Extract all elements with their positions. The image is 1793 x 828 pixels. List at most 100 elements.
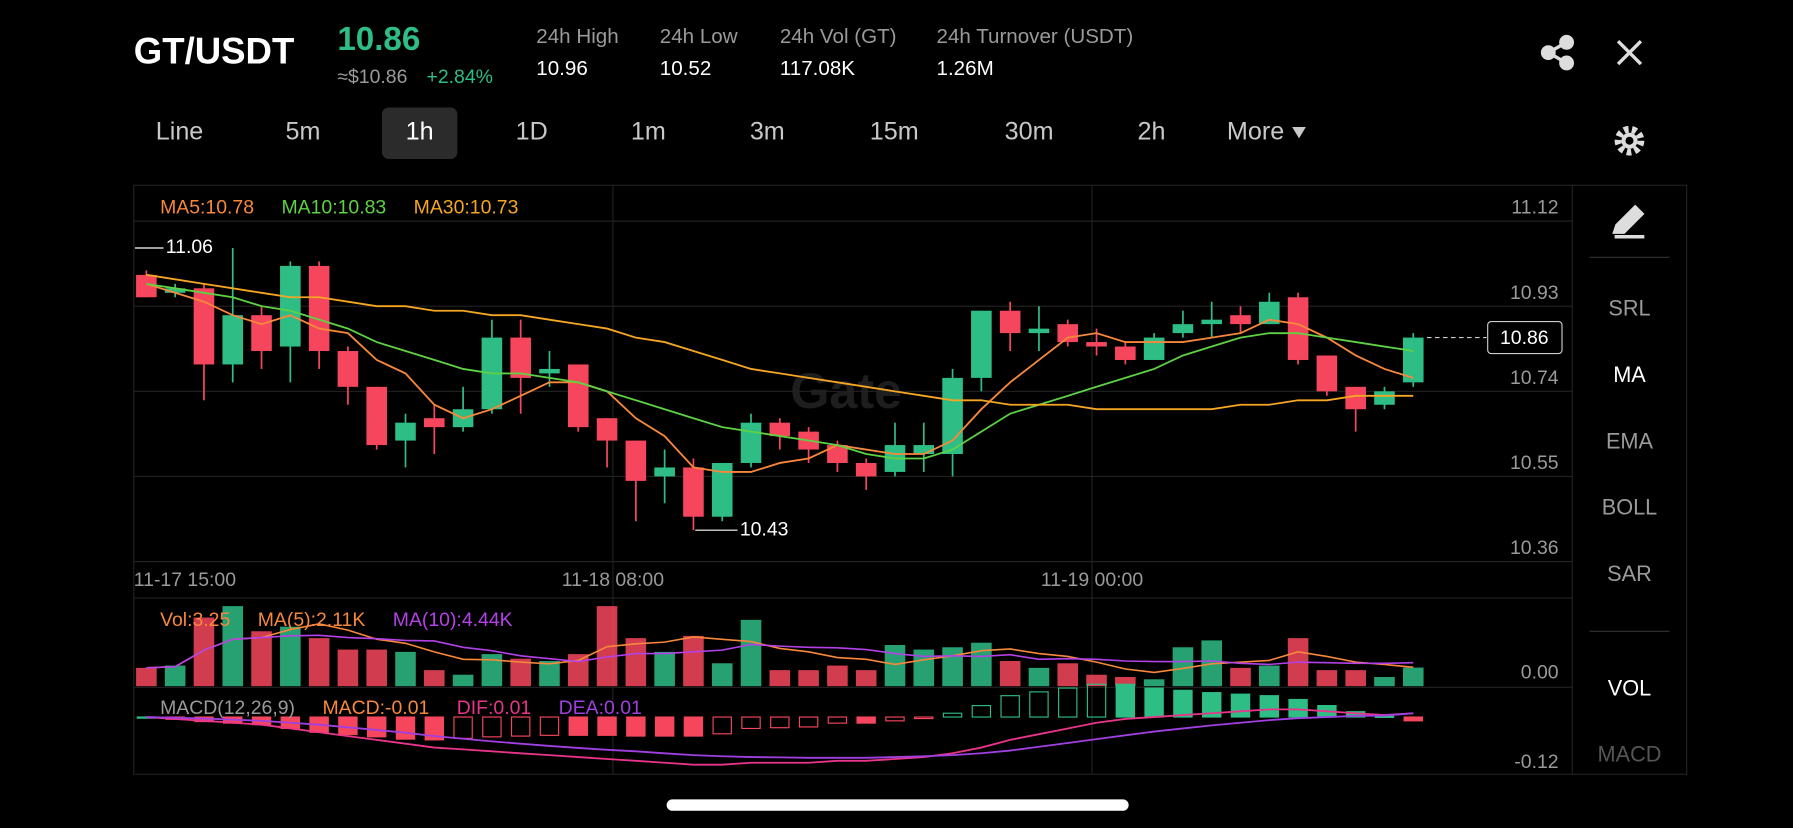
close-icon[interactable] [1616,40,1643,66]
macd-bar [510,716,531,737]
candle-body [280,265,301,347]
volume-bar [164,665,186,687]
macd-bar [1115,683,1136,718]
candle-body [683,467,704,517]
tab[interactable]: 15m [870,117,919,145]
macd-bar [914,716,934,720]
candle-body [164,288,186,293]
candle-body [424,418,445,428]
tab[interactable]: 3m [750,117,785,145]
change: +2.84% [427,66,493,88]
volume-bar [1374,677,1395,687]
last-price-label: 10.86 [1500,327,1549,349]
macd-bar [712,716,732,735]
legend-entry: DIF:0.01 [457,697,531,719]
macd-bar [626,716,646,737]
volume-bar [1259,665,1280,687]
candle-body [308,265,330,352]
stat-label: 24h Low [660,25,738,48]
share-icon[interactable] [1540,34,1575,71]
candle-body [136,274,157,298]
y-tick-label: 11.12 [1511,197,1558,219]
macd-bar [1403,716,1423,722]
tab[interactable]: 5m [286,117,321,145]
macd-bar [1086,683,1107,718]
volume-bar [510,658,531,687]
macd-bar [1029,691,1049,718]
tab[interactable]: 1D [516,117,548,145]
stat-label: 24h Vol (GT) [780,25,897,48]
macd-bar [827,716,848,724]
tab[interactable]: More [1227,117,1284,145]
settings-icon[interactable] [1614,125,1645,156]
indicator-line [146,623,1414,674]
candle-body [1057,324,1079,343]
volume-bar [136,667,157,687]
volume-bar [251,631,272,687]
candle-body [999,310,1021,334]
volume-bar [539,660,560,687]
side-tool[interactable]: MA [1613,362,1646,387]
candle-body [942,377,963,455]
volume-bar [280,626,301,687]
side-tool[interactable]: BOLL [1602,495,1658,520]
dropdown-arrow [1292,126,1306,139]
side-tool[interactable]: SRL [1608,296,1650,321]
side-tool[interactable]: SAR [1607,561,1652,586]
candle-body [567,364,589,428]
macd-bar [568,716,588,736]
candle-body [222,315,244,365]
tab[interactable]: 30m [1005,117,1054,145]
candle-body [740,422,762,463]
macd-bar [338,716,358,736]
volume-bar [1115,677,1136,687]
y-tick-label: 10.93 [1510,282,1559,304]
candle-body [1316,355,1338,392]
candle-body [971,310,992,378]
side-tool[interactable]: MACD [1598,742,1662,767]
legend-entry: MA(10):4.44K [393,609,513,631]
macd-bar [453,716,473,739]
volume-bar [999,660,1021,687]
stat-value: 10.96 [536,57,588,80]
candle-body [1201,319,1223,325]
macd-bar [539,716,560,736]
volume-bar [395,651,416,687]
volume-bar [855,670,877,687]
candle-body [510,337,531,378]
side-tool[interactable]: VOL [1608,675,1651,700]
candle-body [711,462,733,517]
macd-bar [424,716,445,741]
indicator-line [146,634,1414,669]
volume-bar [424,670,445,687]
draw-icon[interactable] [1612,204,1645,239]
tab[interactable]: 2h [1138,117,1166,145]
volume-bar [654,651,675,687]
candle-body [1115,346,1136,360]
tab[interactable]: Line [156,117,204,145]
last-price-box [1487,320,1563,355]
side-tool[interactable]: EMA [1606,428,1654,453]
candle-body [1028,328,1050,334]
volume-bar [625,638,647,687]
candle-body [769,422,791,437]
candle-body [1374,391,1395,405]
tab[interactable]: 1m [631,117,666,145]
volume-bar [798,670,819,687]
volume-bar [481,654,503,687]
price: 10.86 [337,21,420,58]
volume-bar [452,674,474,687]
volume-bar [308,638,330,687]
x-tick-label: 11-19 00:00 [1041,569,1143,591]
tab[interactable]: 1h [406,117,434,145]
volume-bar [740,619,762,687]
candle-body [251,315,272,352]
macd-bar [942,712,963,718]
stat-value: 1.26M [937,57,994,80]
high-label: 11.06 [166,236,213,258]
volume-bar [942,647,963,687]
volume-bar [1143,679,1165,687]
macd-bar [366,716,387,738]
y-tick-label: 10.55 [1510,452,1559,474]
